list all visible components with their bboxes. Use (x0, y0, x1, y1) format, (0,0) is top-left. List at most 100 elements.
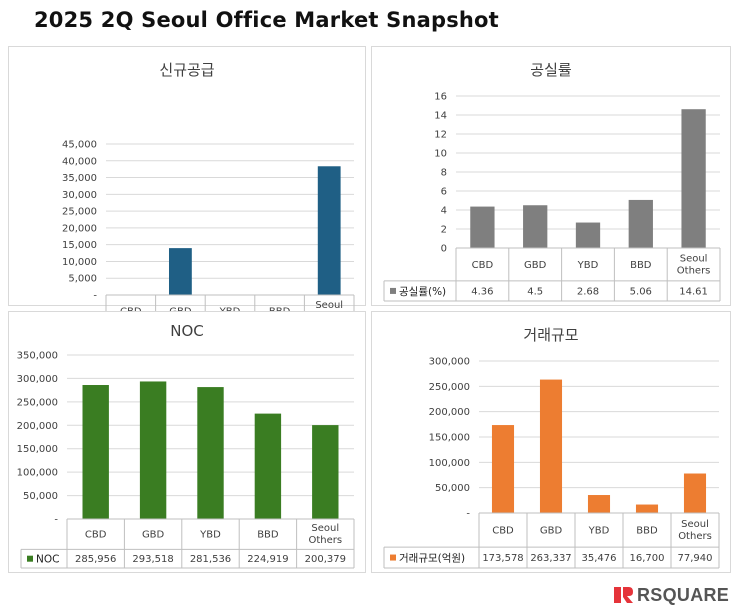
data-table-value: 4.36 (471, 286, 493, 297)
y-tick-label: 16 (434, 92, 447, 103)
y-tick-label: 35,000 (62, 173, 97, 184)
data-table-value: 263,337 (530, 553, 571, 564)
chart-svg: 신규공급 - 5,000 10,000 15,000 20,000 25,000 30,000… (20, 61, 355, 348)
x-category-label: CBD (472, 260, 494, 271)
y-tick-label: 300,000 (17, 374, 58, 385)
x-category-label: YBD (199, 530, 221, 541)
y-tick-label: - (93, 291, 97, 302)
chart-title: 거래규모 (523, 326, 578, 344)
y-tick-label: 250,000 (429, 382, 470, 393)
y-tick-label: 10 (434, 149, 447, 160)
noc-chart-panel: NOC - 50,000 100,000 150,000 200,000 250,000 30… (8, 311, 366, 573)
rsquare-logo: RSQUARE (614, 584, 729, 606)
rsquare-logo-icon (614, 586, 634, 604)
y-tick-label: 100,000 (17, 468, 58, 479)
bar (317, 166, 341, 295)
chart-title: 공실률 (530, 61, 572, 79)
y-tick-label: 2 (441, 225, 447, 236)
bar (635, 504, 659, 513)
y-tick-label: 150,000 (17, 444, 58, 455)
data-table-value: 14.61 (679, 286, 708, 297)
y-tick-label: 5,000 (68, 274, 97, 285)
bar (491, 425, 515, 513)
x-category-label-line: Others (678, 531, 712, 542)
data-table-value: 2.68 (577, 286, 599, 297)
chart-svg: NOC - 50,000 100,000 150,000 200,000 250,000 30… (17, 322, 355, 569)
supply-chart-panel: 신규공급 - 5,000 10,000 15,000 20,000 25,000 30,000… (8, 46, 366, 348)
x-category-label: GBD (142, 530, 165, 541)
bar (681, 109, 706, 248)
bar (539, 379, 563, 513)
y-tick-label: 50,000 (23, 491, 58, 502)
y-tick-label: 150,000 (429, 433, 470, 444)
y-tick-label: 200,000 (17, 421, 58, 432)
x-category-label-line: Others (677, 265, 711, 276)
x-category-label: BBD (630, 260, 652, 271)
vacancy-chart-panel: 공실률 0 2 4 6 8 10 12 14 16 CBD 4.36 GBD 4.5 YBD 2.68 BBD 5… (371, 46, 731, 306)
page-title: 2025 2Q Seoul Office Market Snapshot (34, 8, 499, 32)
bar (470, 206, 495, 248)
bar (523, 205, 548, 248)
legend-swatch (27, 555, 33, 562)
chart-title: NOC (170, 322, 204, 340)
y-tick-label: 6 (441, 187, 447, 198)
y-tick-label: 300,000 (429, 357, 470, 368)
data-table-value: 5.06 (630, 286, 652, 297)
x-category-label: GBD (540, 526, 563, 537)
y-tick-label: 10,000 (62, 257, 97, 268)
bar (312, 425, 339, 519)
bar (82, 385, 109, 519)
bar (197, 387, 224, 519)
y-tick-label: 350,000 (17, 351, 58, 362)
chart-svg: 거래규모 - 50,000 100,000 150,000 200,000 250,000 3… (383, 326, 720, 569)
y-tick-label: 250,000 (17, 397, 58, 408)
x-category-label-line: Seoul (680, 253, 708, 264)
legend-swatch (390, 554, 396, 561)
legend-swatch (390, 287, 396, 294)
y-tick-label: 20,000 (62, 223, 97, 234)
bar (254, 413, 282, 519)
data-table-value: 281,536 (190, 554, 231, 565)
y-tick-label: - (466, 509, 470, 520)
bar (587, 495, 611, 513)
chart-svg: 공실률 0 2 4 6 8 10 12 14 16 CBD 4.36 GBD 4.5 YBD 2.68 BBD 5… (383, 61, 721, 302)
x-category-label-line: Others (308, 535, 342, 546)
x-category-label-line: Seoul (315, 300, 343, 311)
bar (628, 199, 653, 248)
logo-text: RSQUARE (637, 584, 730, 605)
data-table-value: 16,700 (630, 553, 665, 564)
y-tick-label: 12 (434, 130, 447, 141)
bar (168, 248, 192, 295)
x-category-label: CBD (85, 530, 107, 541)
y-tick-label: 0 (441, 244, 447, 255)
y-tick-label: 15,000 (62, 240, 97, 251)
x-category-label: CBD (492, 526, 514, 537)
bar (575, 222, 601, 248)
x-category-label: BBD (257, 530, 279, 541)
data-table-value: 35,476 (582, 553, 617, 564)
x-category-label: BBD (636, 526, 658, 537)
chart-title: 신규공급 (159, 61, 214, 79)
y-tick-label: 50,000 (435, 483, 470, 494)
data-table-value: 173,578 (482, 553, 523, 564)
y-tick-label: 40,000 (62, 156, 97, 167)
x-category-label-line: Seoul (311, 523, 339, 534)
y-tick-label: 4 (441, 206, 447, 217)
data-table-value: 4.5 (527, 286, 543, 297)
bar (139, 381, 167, 519)
x-category-label: YBD (588, 526, 610, 537)
x-category-label: GBD (524, 260, 547, 271)
y-tick-label: 100,000 (429, 458, 470, 469)
legend-label: NOC (36, 554, 59, 566)
legend-label: 거래규모(억원) (399, 553, 465, 565)
transaction-chart-panel: 거래규모 - 50,000 100,000 150,000 200,000 250,000 3… (371, 311, 731, 573)
data-table-value: 77,940 (678, 553, 713, 564)
data-table-value: 285,956 (75, 554, 116, 565)
y-tick-label: 8 (441, 168, 447, 179)
y-tick-label: 30,000 (62, 190, 97, 201)
y-tick-label: - (54, 515, 58, 526)
x-category-label: YBD (577, 260, 599, 271)
data-table-value: 224,919 (247, 554, 288, 565)
